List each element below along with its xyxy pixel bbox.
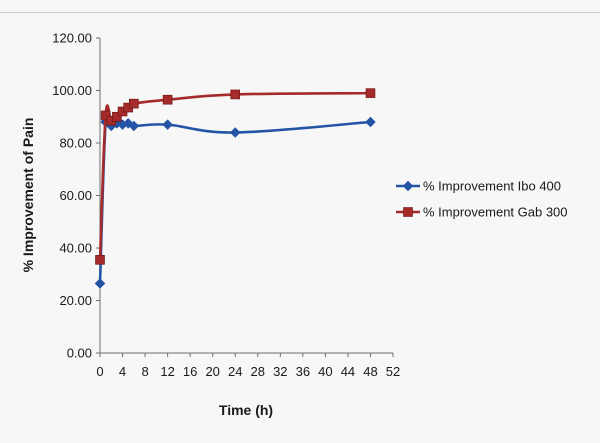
x-tick-label: 8 (141, 364, 148, 379)
x-tick-label: 44 (341, 364, 355, 379)
x-tick-label: 4 (119, 364, 126, 379)
x-tick-label: 12 (160, 364, 174, 379)
x-tick-label: 40 (318, 364, 332, 379)
series-ibo-400 (94, 109, 376, 289)
axes (99, 38, 393, 354)
y-tick-label: 0.00 (67, 346, 92, 361)
legend-diamond (402, 180, 414, 192)
square-point (95, 255, 105, 265)
x-tick-label: 32 (273, 364, 287, 379)
series-line (98, 91, 371, 260)
y-tick-label: 120.00 (52, 31, 92, 46)
y-tick-label: 100.00 (52, 83, 92, 98)
x-tick-label: 28 (251, 364, 265, 379)
legend: % Improvement Ibo 400 % Improvement Gab 3… (396, 179, 568, 220)
y-tick-label: 60.00 (59, 188, 92, 203)
series-gab-300 (95, 88, 376, 265)
x-tick-label: 16 (183, 364, 197, 379)
legend-label: % Improvement Ibo 400 (423, 179, 561, 194)
square-point (112, 111, 122, 122)
y-axis-title: % Improvement of Pain (20, 118, 36, 273)
legend-square (403, 207, 413, 217)
top-divider (0, 12, 600, 13)
legend-label: % Improvement Gab 300 (423, 205, 568, 220)
diamond-point (229, 127, 241, 138)
x-tick-label: 52 (386, 364, 400, 379)
diamond-point (365, 116, 376, 128)
square-point (162, 94, 173, 105)
y-tick-label: 80.00 (59, 136, 92, 151)
x-tick-label: 24 (228, 364, 242, 379)
square-point (100, 110, 111, 121)
legend-item: % Improvement Gab 300 (396, 205, 568, 220)
square-point (230, 89, 241, 100)
x-axis-title: Time (h) (219, 402, 273, 418)
y-tick-label: 20.00 (59, 293, 92, 308)
square-point (129, 98, 139, 109)
x-tick-label: 20 (205, 364, 219, 379)
diamond-point (128, 120, 140, 132)
x-tick-label: 36 (296, 364, 310, 379)
legend-item: % Improvement Ibo 400 (396, 179, 561, 194)
series (94, 88, 376, 289)
y-tick-label: 40.00 (59, 241, 92, 256)
diamond-point (94, 278, 106, 289)
square-point (365, 88, 376, 98)
x-tick-label: 0 (96, 364, 103, 379)
diamond-point (162, 119, 173, 130)
x-tick-label: 48 (363, 364, 377, 379)
